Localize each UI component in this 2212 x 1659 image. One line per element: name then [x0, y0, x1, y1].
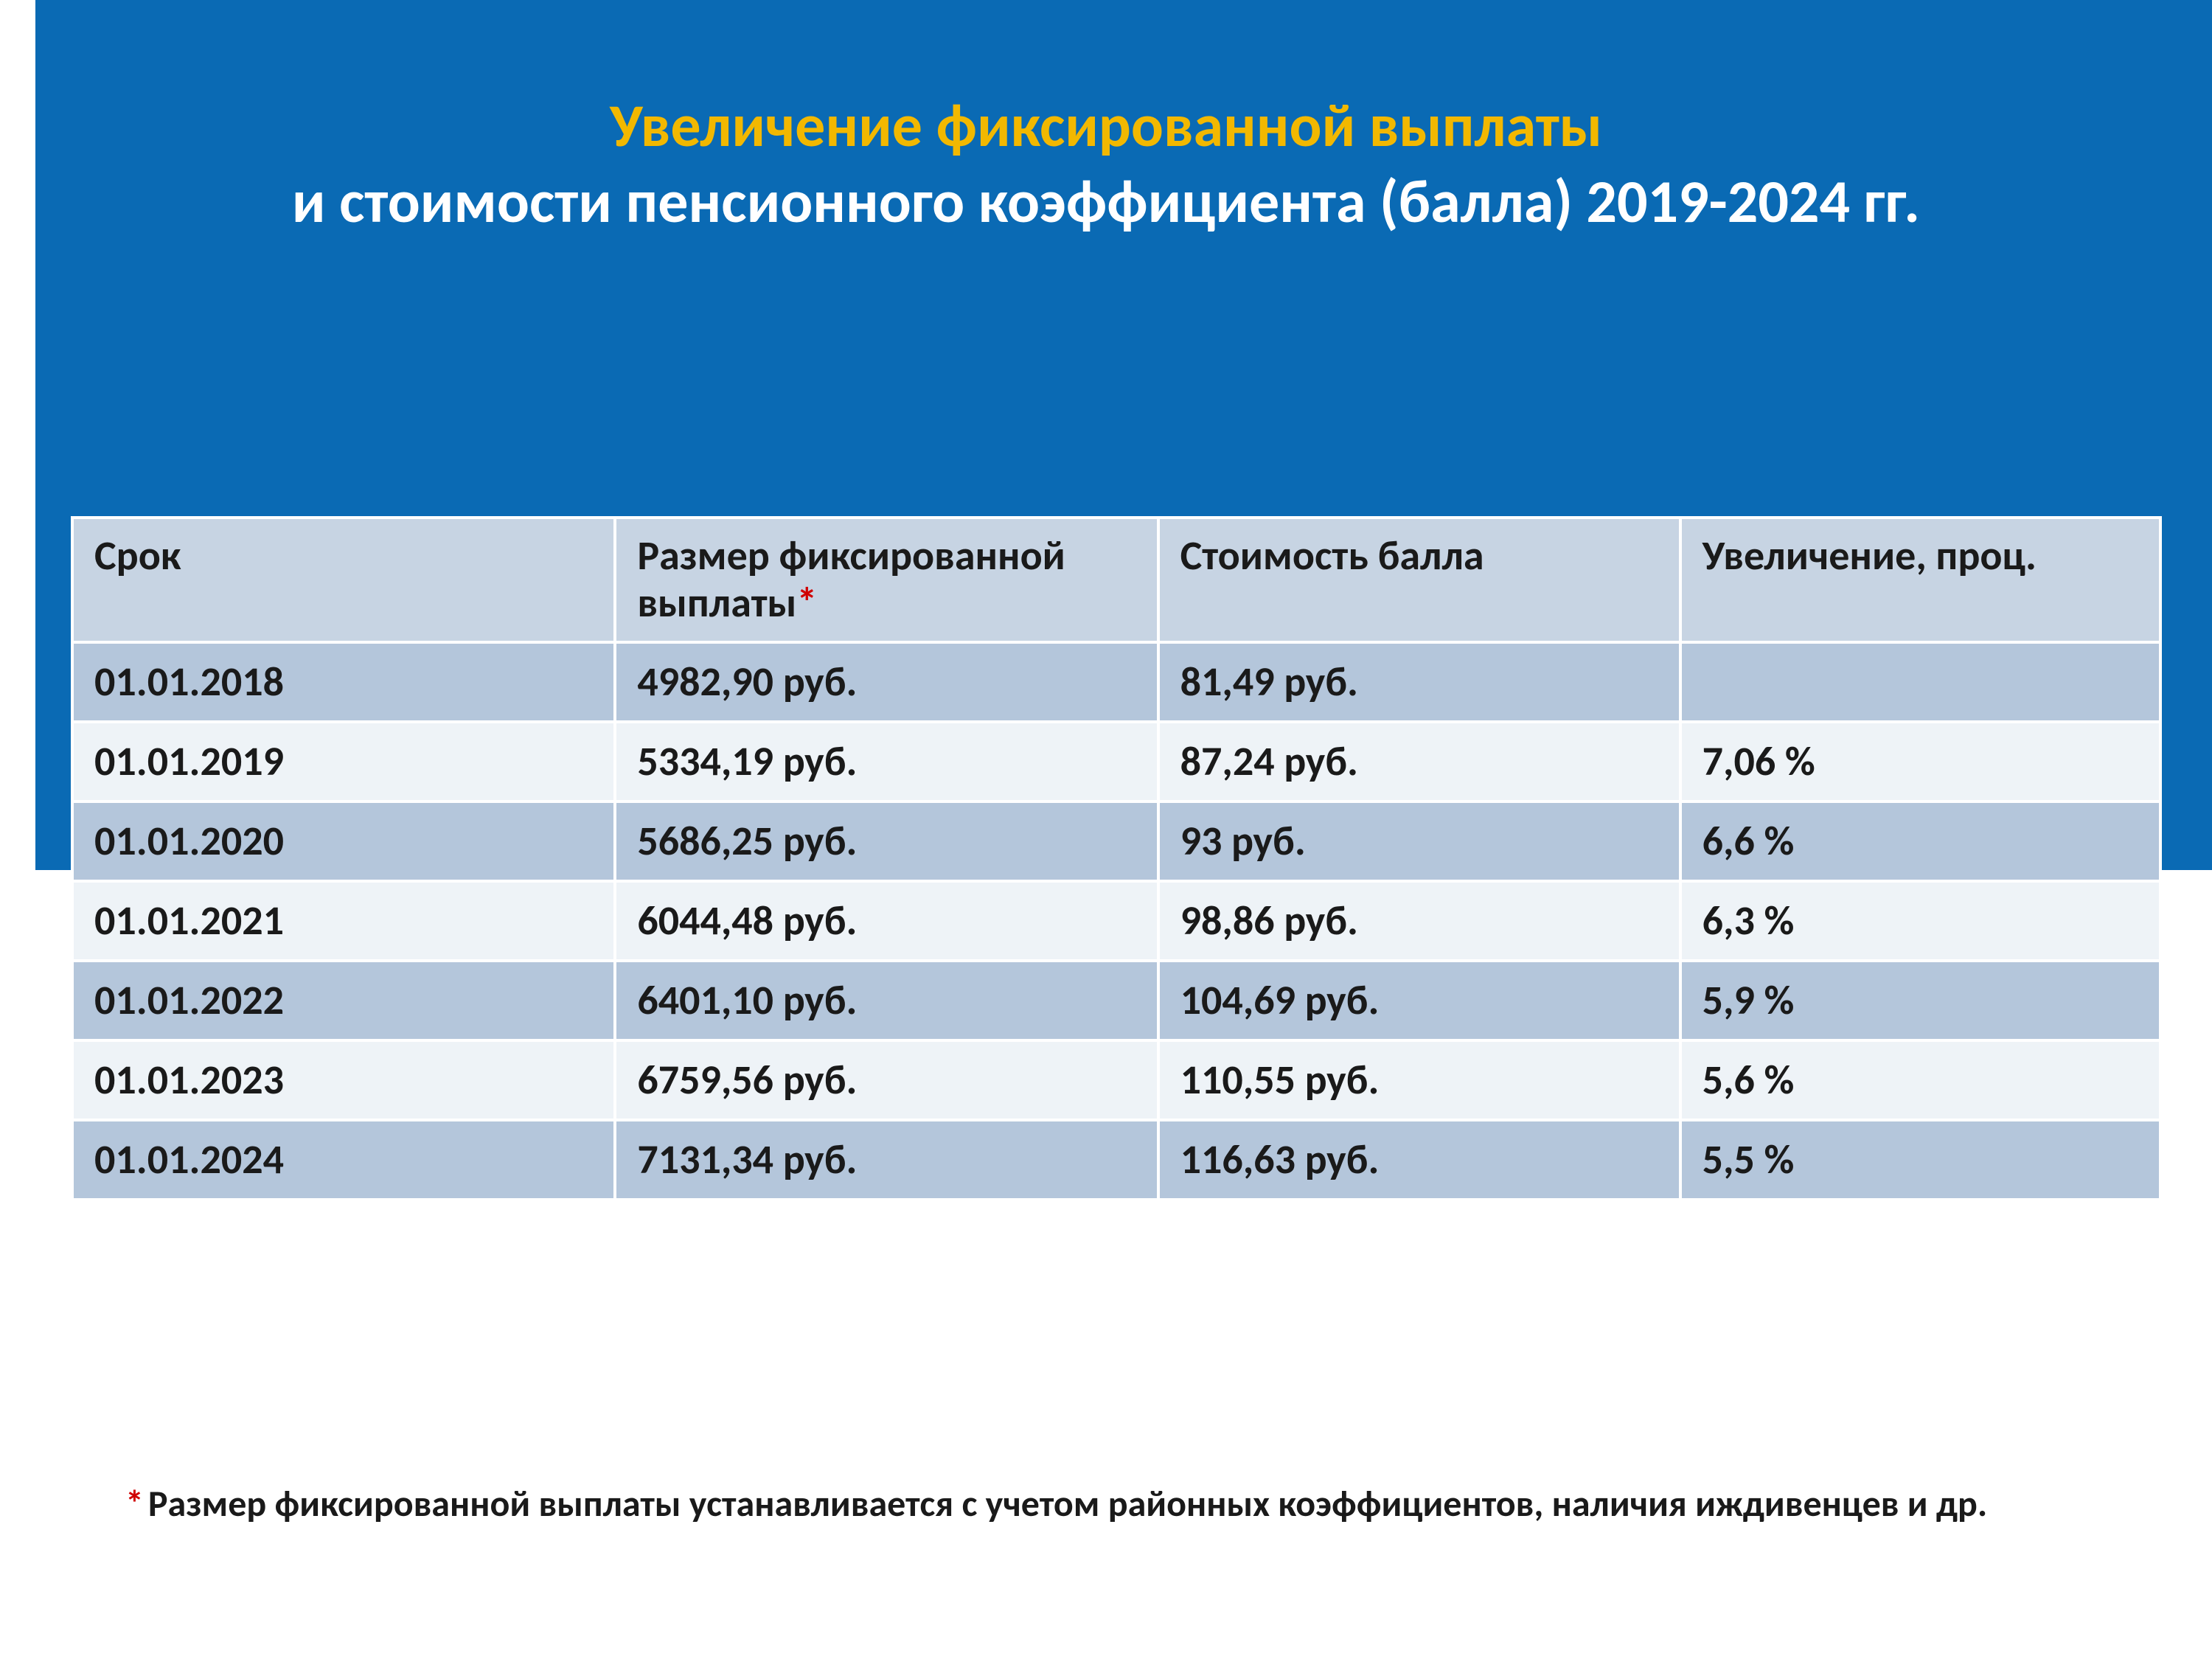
table-row: 01.01.20216044,48 руб.98,86 руб.6,3 % — [72, 881, 2160, 961]
table-cell — [1680, 642, 2160, 722]
table-row: 01.01.20205686,25 руб.93 руб.6,6 % — [72, 801, 2160, 881]
table-cell: 6044,48 руб. — [615, 881, 1158, 961]
table-row: 01.01.20226401,10 руб.104,69 руб.5,9 % — [72, 961, 2160, 1040]
table-cell: 81,49 руб. — [1158, 642, 1680, 722]
table-cell: 5,9 % — [1680, 961, 2160, 1040]
table-cell: 5,5 % — [1680, 1120, 2160, 1200]
title-block: Увеличение фиксированной выплаты и стоим… — [0, 88, 2212, 240]
table-cell: 7131,34 руб. — [615, 1120, 1158, 1200]
table-cell: 98,86 руб. — [1158, 881, 1680, 961]
col-header-1: Размер фиксированной выплаты* — [615, 518, 1158, 642]
table-body: 01.01.20184982,90 руб.81,49 руб.01.01.20… — [72, 642, 2160, 1200]
col-header-0-text: Срок — [94, 531, 181, 581]
table-cell: 01.01.2022 — [72, 961, 615, 1040]
table-row: 01.01.20236759,56 руб.110,55 руб.5,6 % — [72, 1040, 2160, 1120]
col-header-2: Стоимость балла — [1158, 518, 1680, 642]
table-cell: 5686,25 руб. — [615, 801, 1158, 881]
table-cell: 104,69 руб. — [1158, 961, 1680, 1040]
title-line-2: и стоимости пенсионного коэффициента (ба… — [88, 164, 2124, 240]
table-cell: 01.01.2023 — [72, 1040, 615, 1120]
table-cell: 6,6 % — [1680, 801, 2160, 881]
table-header-row: Срок Размер фиксированной выплаты* Стоим… — [72, 518, 2160, 642]
slide: Увеличение фиксированной выплаты и стоим… — [0, 0, 2212, 1659]
title-line-1: Увеличение фиксированной выплаты — [88, 88, 2124, 164]
table-cell: 01.01.2021 — [72, 881, 615, 961]
table-row: 01.01.20195334,19 руб.87,24 руб.7,06 % — [72, 722, 2160, 801]
table-cell: 6759,56 руб. — [615, 1040, 1158, 1120]
table-cell: 7,06 % — [1680, 722, 2160, 801]
table-cell: 01.01.2024 — [72, 1120, 615, 1200]
table-cell: 87,24 руб. — [1158, 722, 1680, 801]
col-header-0: Срок — [72, 518, 615, 642]
col-header-3-text: Увеличение, проц. — [1703, 531, 2037, 581]
table-cell: 5334,19 руб. — [615, 722, 1158, 801]
col-header-1-text: Размер фиксированной выплаты — [637, 531, 1065, 628]
table-cell: 4982,90 руб. — [615, 642, 1158, 722]
table-cell: 01.01.2018 — [72, 642, 615, 722]
table-cell: 110,55 руб. — [1158, 1040, 1680, 1120]
table-cell: 01.01.2019 — [72, 722, 615, 801]
table-row: 01.01.20184982,90 руб.81,49 руб. — [72, 642, 2160, 722]
data-table: Срок Размер фиксированной выплаты* Стоим… — [71, 516, 2162, 1201]
table-cell: 01.01.2020 — [72, 801, 615, 881]
data-table-wrap: Срок Размер фиксированной выплаты* Стоим… — [71, 516, 2162, 1201]
col-header-2-text: Стоимость балла — [1180, 531, 1484, 581]
footnote: *Размер фиксированной выплаты устанавлив… — [125, 1482, 2124, 1526]
table-row: 01.01.20247131,34 руб.116,63 руб.5,5 % — [72, 1120, 2160, 1200]
footnote-text: Размер фиксированной выплаты устанавлива… — [148, 1481, 1987, 1526]
table-cell: 116,63 руб. — [1158, 1120, 1680, 1200]
table-cell: 6401,10 руб. — [615, 961, 1158, 1040]
asterisk-icon: * — [125, 1481, 144, 1526]
table-cell: 93 руб. — [1158, 801, 1680, 881]
table-cell: 5,6 % — [1680, 1040, 2160, 1120]
table-cell: 6,3 % — [1680, 881, 2160, 961]
col-header-3: Увеличение, проц. — [1680, 518, 2160, 642]
asterisk-icon: * — [796, 578, 817, 628]
